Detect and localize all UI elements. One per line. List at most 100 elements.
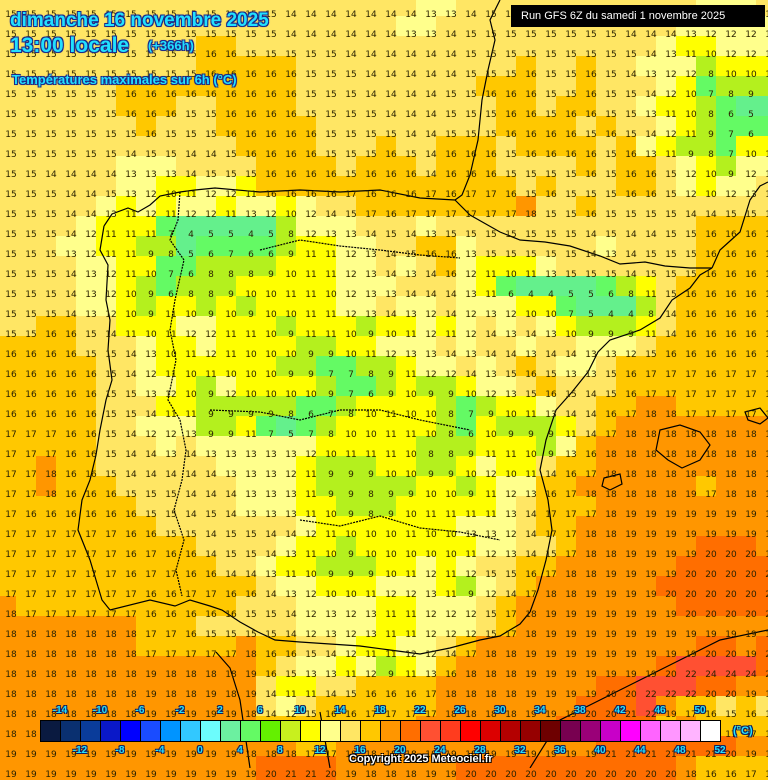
legend-swatch <box>41 721 61 741</box>
legend-swatch <box>141 721 161 741</box>
field-cell <box>336 0 360 20</box>
legend-swatch <box>581 721 601 741</box>
field-cell <box>0 0 20 20</box>
legend-swatch <box>321 721 341 741</box>
legend-top-label: 26 <box>454 705 466 716</box>
field-cell <box>756 96 768 120</box>
field-cell <box>376 0 400 20</box>
legend-bottom-label: 48 <box>674 745 686 756</box>
forecast-time: 13:00 locale <box>10 34 130 57</box>
field-cell <box>416 0 440 20</box>
legend-swatch <box>681 721 701 741</box>
legend-swatch <box>381 721 401 741</box>
field-cell <box>756 136 768 160</box>
legend-bottom-label: 52 <box>714 745 726 756</box>
legend-bottom-label: 40 <box>594 745 606 756</box>
legend-swatch <box>281 721 301 741</box>
legend-swatch <box>121 721 141 741</box>
legend-swatch <box>461 721 481 741</box>
field-cell <box>36 0 60 20</box>
legend-top-label: 46 <box>654 705 666 716</box>
legend-swatch <box>181 721 201 741</box>
field-cell <box>296 0 320 20</box>
field-cell <box>756 36 768 60</box>
forecast-offset: (+366h) <box>148 38 194 53</box>
legend-top-label: 2 <box>217 705 223 716</box>
field-cell <box>0 216 20 240</box>
field-cell <box>56 0 80 20</box>
variable-title: Températures maximales sur 6h (°C) <box>12 72 237 87</box>
field-cell <box>756 216 768 240</box>
legend-swatch <box>641 721 661 741</box>
field-cell <box>476 0 500 20</box>
field-cell <box>0 56 20 80</box>
field-cell <box>436 0 460 20</box>
field-cell <box>136 0 160 20</box>
legend-swatch <box>221 721 241 741</box>
legend-bottom-label: 4 <box>237 745 243 756</box>
legend-bottom-label: 8 <box>277 745 283 756</box>
legend-top-label: 10 <box>294 705 306 716</box>
field-cell <box>456 0 480 20</box>
field-cell <box>0 196 20 220</box>
legend-bottom-label: 36 <box>554 745 566 756</box>
legend-top-label: -10 <box>92 705 108 716</box>
legend-top-label: 42 <box>614 705 626 716</box>
field-cell <box>396 0 420 20</box>
legend-swatch <box>301 721 321 741</box>
legend-bottom-label: 0 <box>197 745 203 756</box>
field-cell <box>96 0 120 20</box>
legend-swatch <box>61 721 81 741</box>
field-cell <box>756 196 768 220</box>
field-cell <box>756 176 768 200</box>
legend-unit: (°C) <box>733 725 753 737</box>
legend-swatch <box>621 721 641 741</box>
legend-swatch <box>161 721 181 741</box>
legend-top-label: 38 <box>574 705 586 716</box>
legend-swatch <box>661 721 681 741</box>
legend-top-label: 22 <box>414 705 426 716</box>
field-cell <box>316 0 340 20</box>
legend-top-label: 18 <box>374 705 386 716</box>
field-cell <box>116 0 140 20</box>
legend-bottom-label: 12 <box>314 745 326 756</box>
legend-swatch <box>81 721 101 741</box>
legend-top-label: 50 <box>694 705 706 716</box>
field-cell <box>756 156 768 180</box>
legend-swatch <box>521 721 541 741</box>
field-cell <box>0 156 20 180</box>
legend-swatch <box>501 721 521 741</box>
model-run-label: Run GFS 6Z du samedi 1 novembre 2025 <box>511 5 765 27</box>
copyright: Copyright 2025 Meteociel.fr <box>349 753 493 765</box>
legend-bottom-label: 44 <box>634 745 646 756</box>
legend-top-label: 34 <box>534 705 546 716</box>
legend-swatch <box>541 721 561 741</box>
legend-top-label: -2 <box>175 705 185 716</box>
field-cell <box>196 0 220 20</box>
field-cell <box>756 116 768 140</box>
legend-swatch <box>361 721 381 741</box>
legend-swatch <box>601 721 621 741</box>
field-cell <box>0 96 20 120</box>
forecast-date: dimanche 16 novembre 2025 <box>10 10 269 31</box>
field-cell <box>236 0 260 20</box>
legend-top-label: 14 <box>334 705 346 716</box>
field-cell <box>276 0 300 20</box>
field-cell <box>216 0 240 20</box>
legend-swatch <box>401 721 421 741</box>
field-cell <box>16 0 40 20</box>
legend-bottom-label: -12 <box>72 745 88 756</box>
legend-bottom-label: 32 <box>514 745 526 756</box>
legend-swatch <box>101 721 121 741</box>
legend-swatch <box>561 721 581 741</box>
field-cell <box>756 76 768 100</box>
legend-swatch <box>421 721 441 741</box>
legend-swatch <box>261 721 281 741</box>
legend-swatch <box>481 721 501 741</box>
field-cell <box>0 136 20 160</box>
legend-top-label: 30 <box>494 705 506 716</box>
field-cell <box>0 36 20 60</box>
